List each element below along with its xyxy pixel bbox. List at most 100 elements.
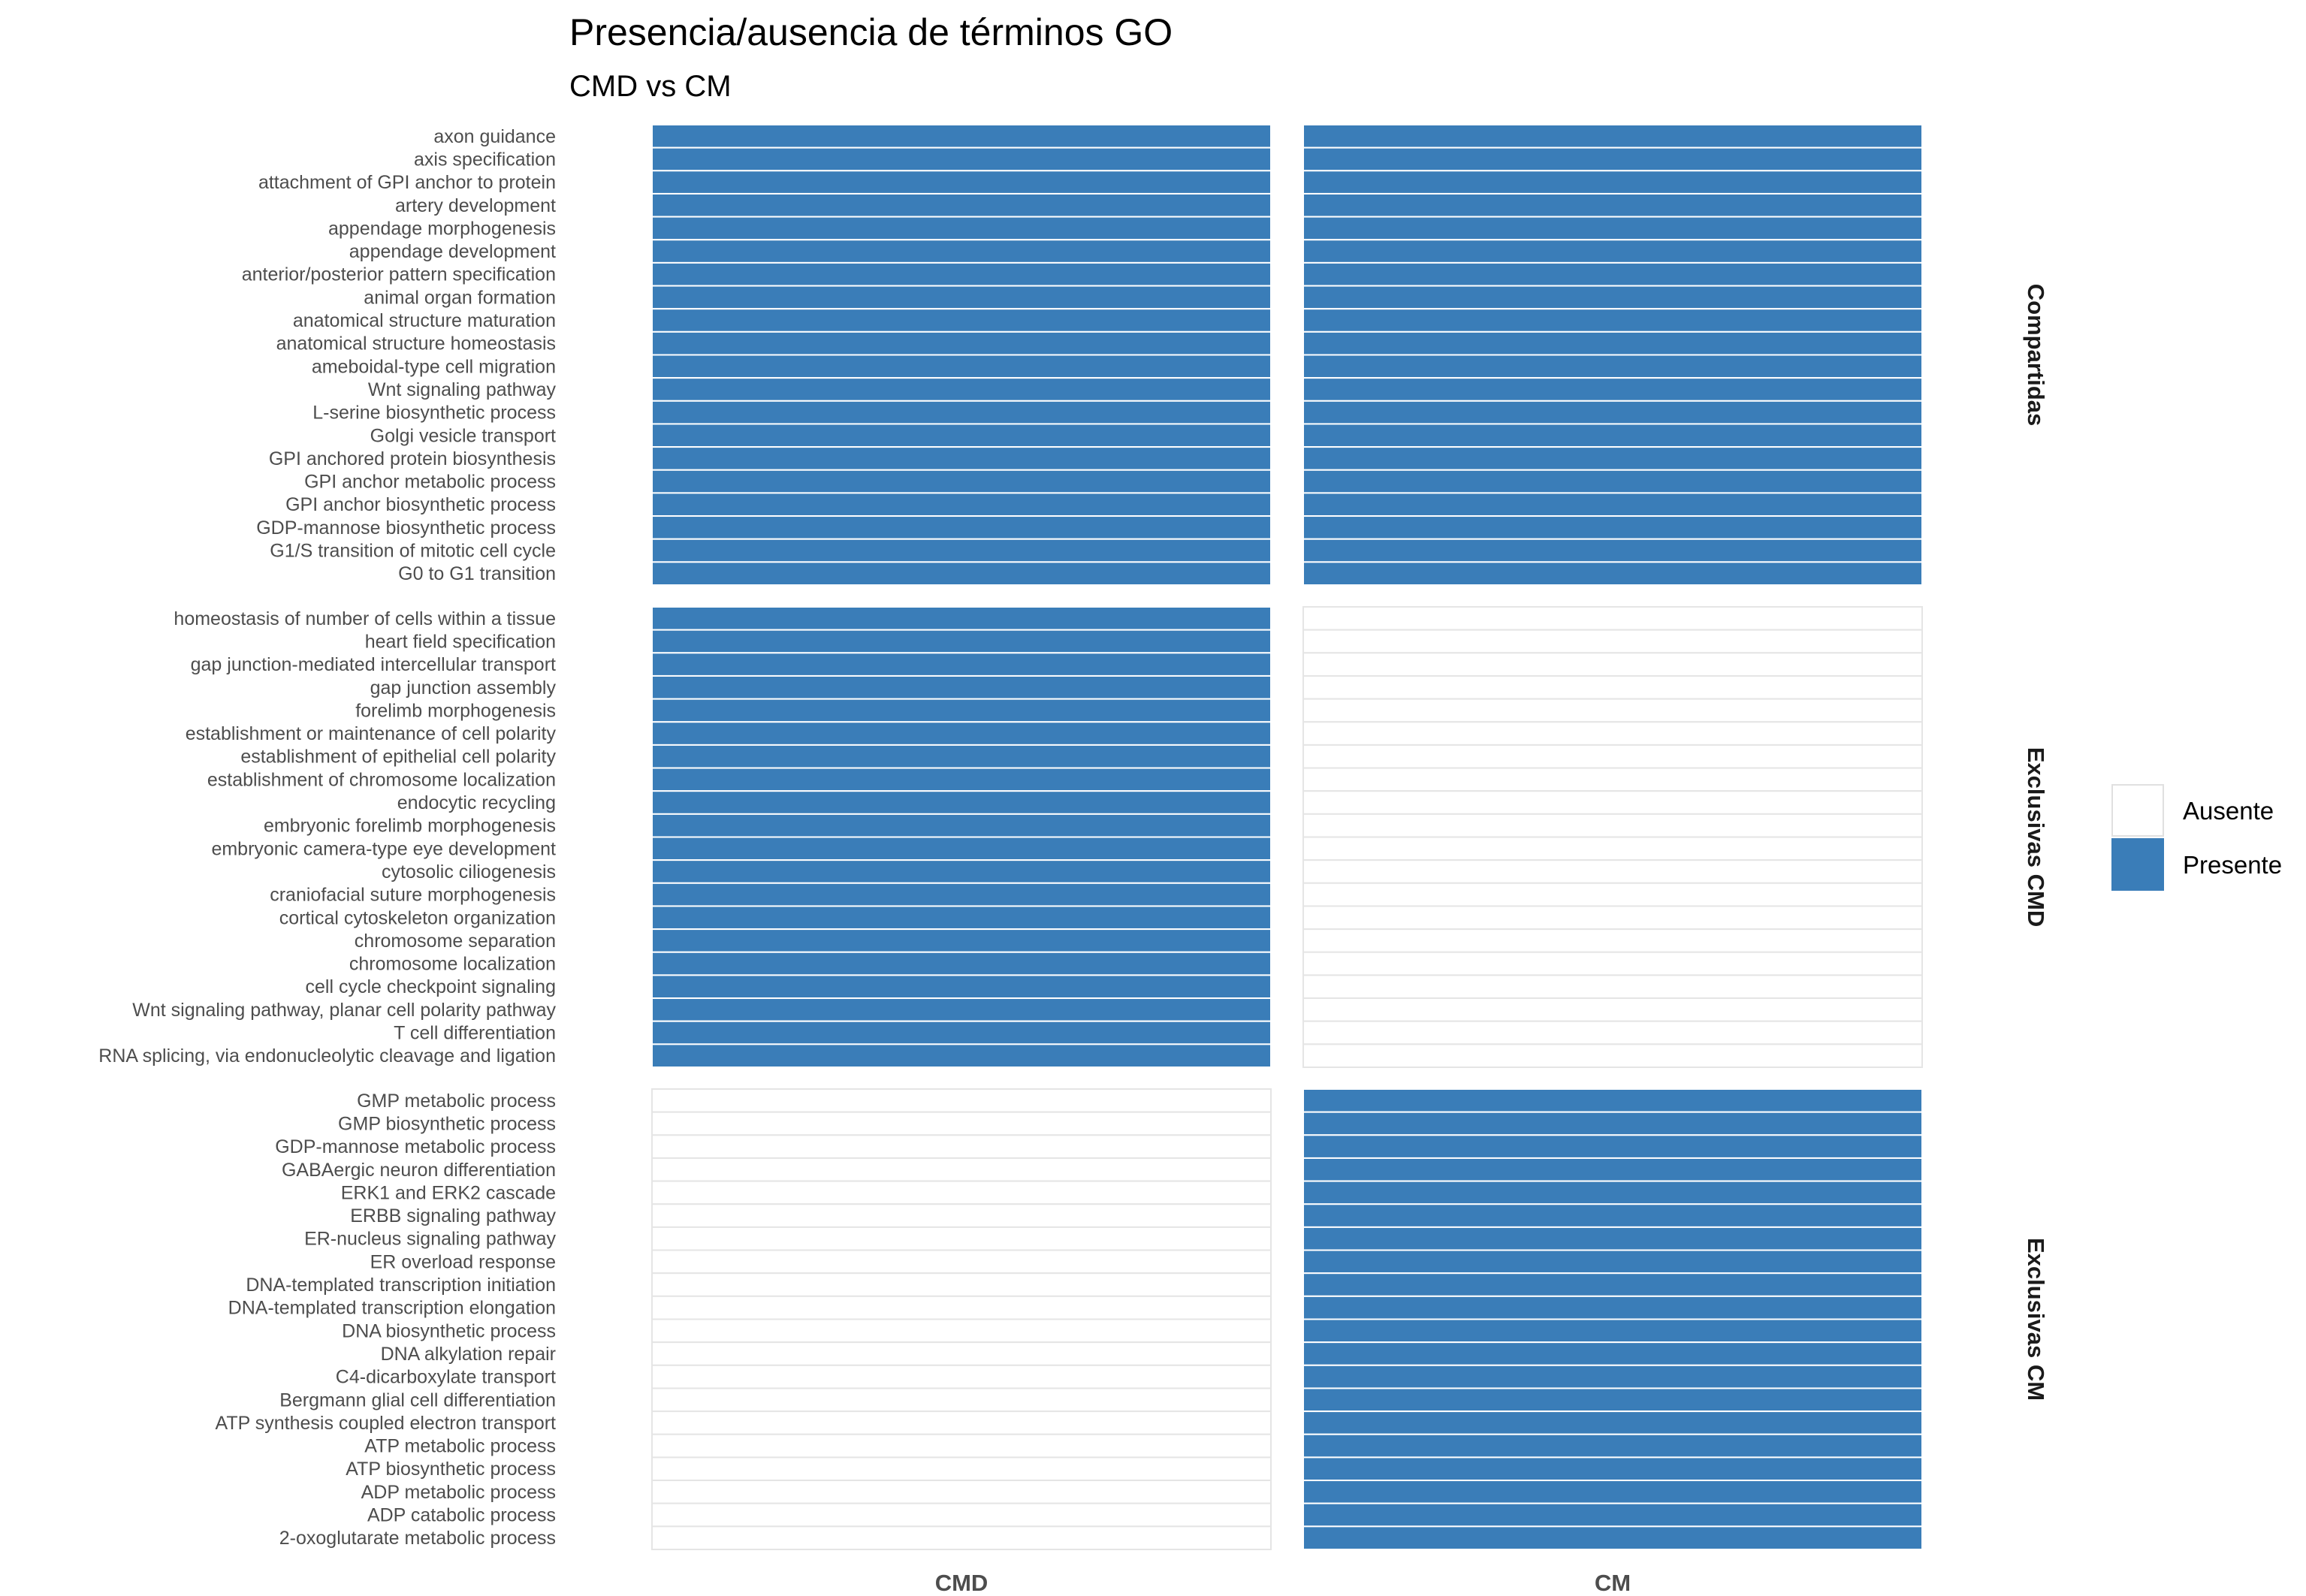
y-tick-label: anatomical structure maturation: [293, 310, 556, 331]
y-tick-label: artery development: [395, 195, 556, 216]
tile-present: [651, 400, 1272, 425]
chart-subtitle: CMD vs CM: [569, 70, 732, 103]
tile-present: [1302, 1502, 1923, 1528]
y-tick-label: heart field specification: [365, 632, 556, 653]
tile-absent: [651, 1203, 1272, 1228]
tile-present: [1302, 1295, 1923, 1320]
x-tick-label: CM: [1595, 1570, 1631, 1596]
y-tick-label: embryonic forelimb morphogenesis: [264, 816, 556, 837]
tile-present: [651, 261, 1272, 287]
chart-title: Presencia/ausencia de términos GO: [569, 11, 1173, 53]
y-tick-label: chromosome separation: [355, 931, 556, 952]
y-tick-label: attachment of GPI anchor to protein: [258, 172, 556, 193]
tile-absent: [651, 1456, 1272, 1482]
tile-present: [1302, 285, 1923, 310]
x-tick-label: CMD: [935, 1570, 989, 1596]
tile-present: [651, 469, 1272, 494]
facet-strip-label: Exclusivas CM: [2023, 1238, 2049, 1401]
tile-present: [651, 354, 1272, 379]
legend-key: [2111, 838, 2164, 891]
y-tick-label: forelimb morphogenesis: [355, 700, 556, 721]
tile-absent: [651, 1226, 1272, 1251]
tile-absent: [651, 1341, 1272, 1366]
y-tick-label: 2-oxoglutarate metabolic process: [279, 1528, 556, 1549]
y-tick-label: GABAergic neuron differentiation: [282, 1160, 556, 1181]
y-tick-label: craniofacial suture morphogenesis: [270, 885, 556, 906]
tile-absent: [651, 1088, 1272, 1113]
y-tick-label: ER overload response: [370, 1251, 556, 1272]
y-tick-label: anatomical structure homeostasis: [276, 333, 556, 354]
legend: Ausente Presente: [2111, 784, 2282, 891]
y-tick-label: L-serine biosynthetic process: [312, 403, 556, 424]
y-tick-label: cell cycle checkpoint signaling: [305, 976, 556, 997]
x-axis: CMD CM: [935, 1570, 1631, 1596]
tile-present: [1302, 1157, 1923, 1182]
tile-present: [651, 674, 1272, 700]
tile-absent: [651, 1295, 1272, 1320]
y-tick-label: Bergmann glial cell differentiation: [279, 1389, 556, 1410]
tile-present: [1302, 1134, 1923, 1159]
tile-absent: [1302, 790, 1923, 815]
tile-absent: [1302, 951, 1923, 976]
y-tick-label: cytosolic ciliogenesis: [382, 861, 556, 882]
y-tick-label: GPI anchor biosynthetic process: [285, 494, 556, 515]
tile-absent: [651, 1180, 1272, 1205]
y-tick-label: embryonic camera-type eye development: [211, 838, 556, 859]
y-tick-label: animal organ formation: [364, 287, 556, 308]
tile-present: [1302, 308, 1923, 333]
tile-present: [651, 308, 1272, 333]
y-tick-label: axis specification: [414, 149, 556, 170]
y-tick-label: appendage morphogenesis: [328, 218, 556, 239]
tile-absent: [651, 1410, 1272, 1435]
tile-present: [651, 423, 1272, 448]
tile-absent: [1302, 1020, 1923, 1045]
tile-present: [1302, 515, 1923, 540]
y-tick-label: G0 to G1 transition: [398, 563, 556, 584]
tile-present: [651, 997, 1272, 1022]
tile-present: [651, 285, 1272, 310]
tile-present: [1302, 354, 1923, 379]
tile-absent: [651, 1480, 1272, 1504]
facet-strip-label: Compartidas: [2023, 284, 2049, 426]
legend-label: Presente: [2183, 851, 2282, 879]
y-tick-label: Golgi vesicle transport: [370, 425, 556, 446]
tile-absent: [651, 1364, 1272, 1389]
tile-present: [1302, 146, 1923, 172]
y-tick-label: T cell differentiation: [394, 1023, 556, 1044]
y-tick-label: GMP biosynthetic process: [338, 1114, 556, 1135]
tile-absent: [1302, 674, 1923, 700]
tile-absent: [1302, 882, 1923, 907]
tile-absent: [1302, 836, 1923, 861]
y-tick-label: ADP metabolic process: [361, 1482, 556, 1503]
tile-present: [651, 928, 1272, 953]
tile-present: [651, 836, 1272, 861]
y-tick-label: cortical cytoskeleton organization: [279, 907, 556, 928]
tile-present: [1302, 1364, 1923, 1389]
tile-present: [651, 744, 1272, 769]
y-tick-label: anterior/posterior pattern specification: [242, 264, 556, 285]
tile-present: [651, 721, 1272, 746]
tile-present: [1302, 469, 1923, 494]
tile-absent: [1302, 721, 1923, 746]
tile-present: [1302, 400, 1923, 425]
tile-present: [651, 882, 1272, 907]
tile-absent: [651, 1249, 1272, 1275]
tile-present: [1302, 1456, 1923, 1482]
tile-absent: [1302, 1043, 1923, 1068]
y-tick-label: GDP-mannose metabolic process: [275, 1136, 556, 1157]
tile-present: [651, 1043, 1272, 1068]
tile-present: [1302, 170, 1923, 195]
tile-present: [651, 492, 1272, 517]
tile-absent: [1302, 629, 1923, 654]
y-tick-label: homeostasis of number of cells within a …: [174, 608, 556, 629]
tile-absent: [651, 1318, 1272, 1344]
tile-present: [1302, 538, 1923, 563]
tile-present: [1302, 261, 1923, 287]
y-tick-label: C4-dicarboxylate transport: [336, 1367, 556, 1388]
y-tick-label: Wnt signaling pathway: [368, 379, 557, 400]
tile-present: [1302, 1272, 1923, 1297]
tile-absent: [651, 1272, 1272, 1297]
